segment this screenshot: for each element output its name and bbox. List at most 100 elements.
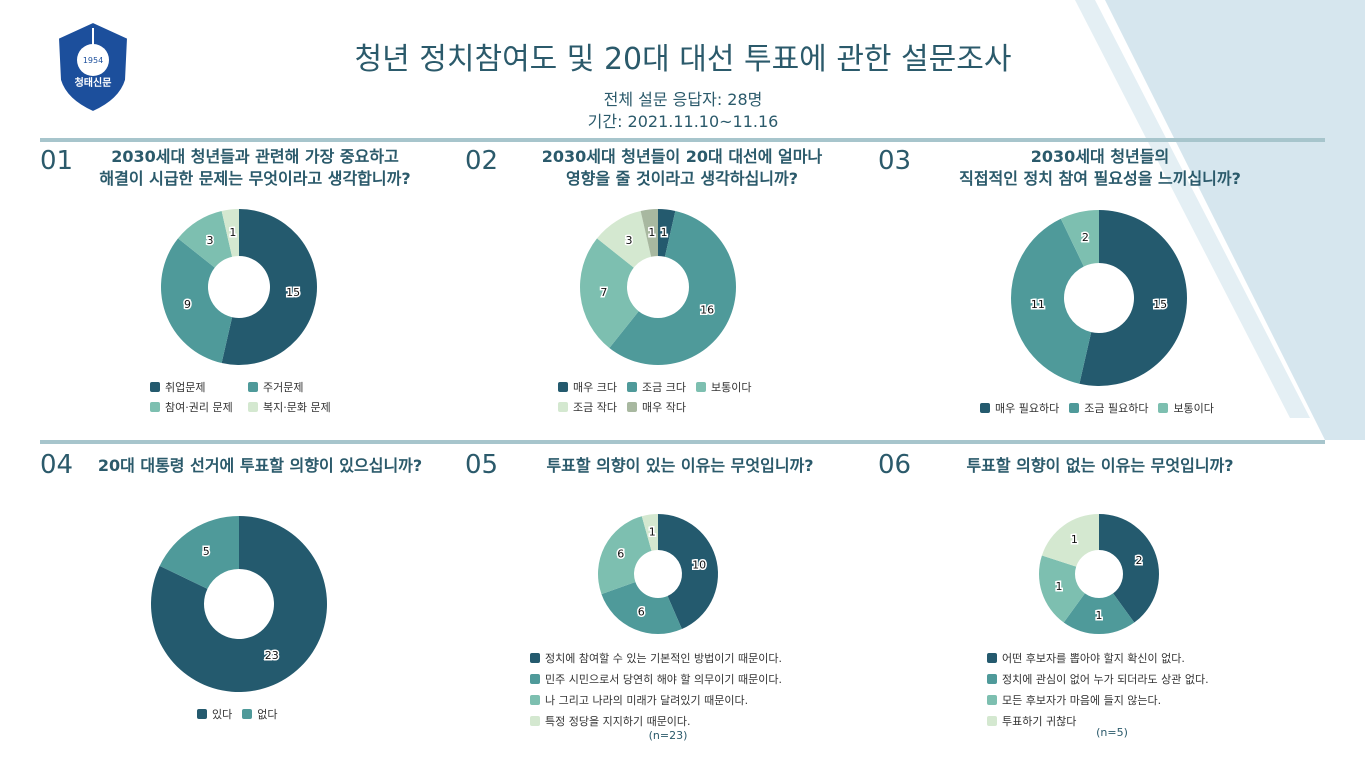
legend-swatch bbox=[558, 402, 568, 412]
legend-swatch bbox=[980, 403, 990, 413]
value-label: 5 bbox=[203, 545, 210, 558]
donut-slice bbox=[658, 514, 718, 630]
panel-number: 06 bbox=[878, 450, 912, 480]
legend-label: 주거문제 bbox=[263, 381, 304, 394]
decoration bbox=[1075, 0, 1310, 418]
legend-item: 보통이다 bbox=[695, 379, 752, 395]
donut-slice bbox=[601, 582, 682, 634]
title-line: 투표할 의향이 없는 이유는 무엇입니까? bbox=[966, 456, 1234, 475]
legend-label: 보통이다 bbox=[710, 381, 752, 394]
value-label: 15 bbox=[286, 286, 300, 299]
legend-label: 참여·권리 문제 bbox=[165, 401, 233, 414]
legend-item: 주거문제 bbox=[248, 379, 336, 395]
donut-slice bbox=[1060, 210, 1099, 267]
legend-label: 복지·문화 문제 bbox=[263, 401, 331, 414]
value-label: 10 bbox=[692, 558, 706, 571]
panel-number: 02 bbox=[465, 146, 499, 176]
title-line: 해결이 시급한 문제는 무엇이라고 생각합니까? bbox=[99, 169, 411, 188]
legend-label: 특정 정당을 지지하기 때문이다. bbox=[545, 715, 691, 728]
legend-swatch bbox=[248, 402, 258, 412]
panel-number: 01 bbox=[40, 146, 74, 176]
legend-swatch bbox=[530, 653, 540, 663]
value-label: 6 bbox=[617, 548, 624, 561]
legend-label: 정치에 참여할 수 있는 기본적인 방법이기 때문이다. bbox=[545, 652, 782, 665]
legend-label: 취업문제 bbox=[165, 381, 206, 394]
donut-slice bbox=[159, 516, 239, 589]
legend-item: 민주 시민으로서 당연히 해야 할 의무이기 때문이다. bbox=[530, 671, 782, 687]
donut-slice bbox=[580, 238, 639, 348]
legend-item: 조금 크다 bbox=[626, 379, 686, 395]
legend-swatch bbox=[530, 716, 540, 726]
donut-slice bbox=[1099, 514, 1159, 623]
value-label: 1 bbox=[1071, 533, 1078, 546]
donut-slice bbox=[1041, 514, 1099, 567]
legend-item: 나 그리고 나라의 미래가 달려있기 때문이다. bbox=[530, 692, 782, 708]
title-line: 2030세대 청년들과 관련해 가장 중요하고 bbox=[111, 147, 399, 166]
legend: 어떤 후보자를 뽑아야 할지 확신이 없다. 정치에 관심이 없어 누가 되더라도… bbox=[987, 650, 1209, 729]
value-label: 2 bbox=[1082, 231, 1089, 244]
donut-slice bbox=[1039, 555, 1085, 623]
legend-swatch bbox=[242, 709, 253, 719]
legend-item: 매우 작다 bbox=[626, 399, 686, 415]
legend-swatch bbox=[558, 382, 568, 392]
legend-swatch bbox=[1158, 403, 1169, 413]
legend-swatch bbox=[530, 674, 540, 684]
title-line: 20대 대통령 선거에 투표할 의향이 있으십니까? bbox=[97, 456, 423, 475]
legend-item: 조금 작다 bbox=[558, 399, 617, 415]
legend-swatch bbox=[248, 382, 258, 392]
legend: 있다 없다 bbox=[197, 706, 317, 722]
value-label: 3 bbox=[626, 234, 633, 247]
value-label: 1 bbox=[661, 226, 668, 239]
donut-slice bbox=[178, 210, 233, 268]
legend-item: 있다 bbox=[197, 706, 232, 722]
legend-item: 매우 크다 bbox=[558, 379, 617, 395]
donut-slice bbox=[1063, 593, 1135, 635]
legend-label: 투표하기 귀찮다 bbox=[1002, 715, 1077, 728]
legend-label: 매우 필요하다 bbox=[995, 402, 1060, 415]
legend-swatch bbox=[626, 402, 637, 412]
legend-swatch bbox=[150, 402, 160, 412]
value-label: 16 bbox=[700, 304, 714, 317]
legend-label: 모든 후보자가 마음에 들지 않는다. bbox=[1002, 694, 1162, 707]
panel-number: 03 bbox=[878, 146, 912, 176]
legend-swatch bbox=[150, 382, 160, 392]
legend-swatch bbox=[197, 709, 207, 719]
donut-slice bbox=[658, 209, 676, 257]
value-label: 15 bbox=[1153, 298, 1167, 311]
donut-slice bbox=[151, 516, 327, 692]
legend-item: 모든 후보자가 마음에 들지 않는다. bbox=[987, 692, 1209, 708]
legend-item: 취업문제 bbox=[150, 379, 238, 395]
sample-size: (n=5) bbox=[1096, 726, 1128, 739]
title-line: 영향을 줄 것이라고 생각하십니까? bbox=[565, 169, 799, 188]
legend-item: 보통이다 bbox=[1158, 400, 1214, 416]
decoration bbox=[1105, 0, 1365, 440]
respondents: 전체 설문 응답자: 28명 bbox=[603, 90, 763, 109]
donut-slice bbox=[160, 238, 233, 364]
legend-label: 조금 필요하다 bbox=[1084, 402, 1149, 415]
donut-slice bbox=[641, 514, 658, 551]
logo-year: 1954 bbox=[83, 56, 103, 65]
title-line: 2030세대 청년들의 bbox=[1030, 147, 1170, 166]
value-label: 1 bbox=[1096, 609, 1103, 622]
legend-swatch bbox=[1069, 403, 1080, 413]
value-label: 3 bbox=[207, 234, 214, 247]
legend-swatch bbox=[987, 653, 997, 663]
legend-swatch bbox=[987, 716, 997, 726]
legend-label: 조금 작다 bbox=[573, 401, 617, 414]
donut-slice bbox=[1010, 218, 1092, 384]
legend-item: 특정 정당을 지지하기 때문이다. bbox=[530, 713, 782, 729]
legend-item: 투표하기 귀찮다 bbox=[987, 713, 1209, 729]
legend-item: 참여·권리 문제 bbox=[150, 399, 238, 415]
legend-item: 복지·문화 문제 bbox=[248, 399, 336, 415]
legend: 매우 필요하다 조금 필요하다 보통이다 bbox=[980, 400, 1260, 416]
panel-title: 20대 대통령 선거에 투표할 의향이 있으십니까? bbox=[60, 455, 460, 477]
panel-title: 투표할 의향이 없는 이유는 무엇입니까? bbox=[900, 455, 1300, 477]
value-label: 7 bbox=[600, 286, 607, 299]
title-line: 직접적인 정치 참여 필요성을 느끼십니까? bbox=[959, 169, 1241, 188]
